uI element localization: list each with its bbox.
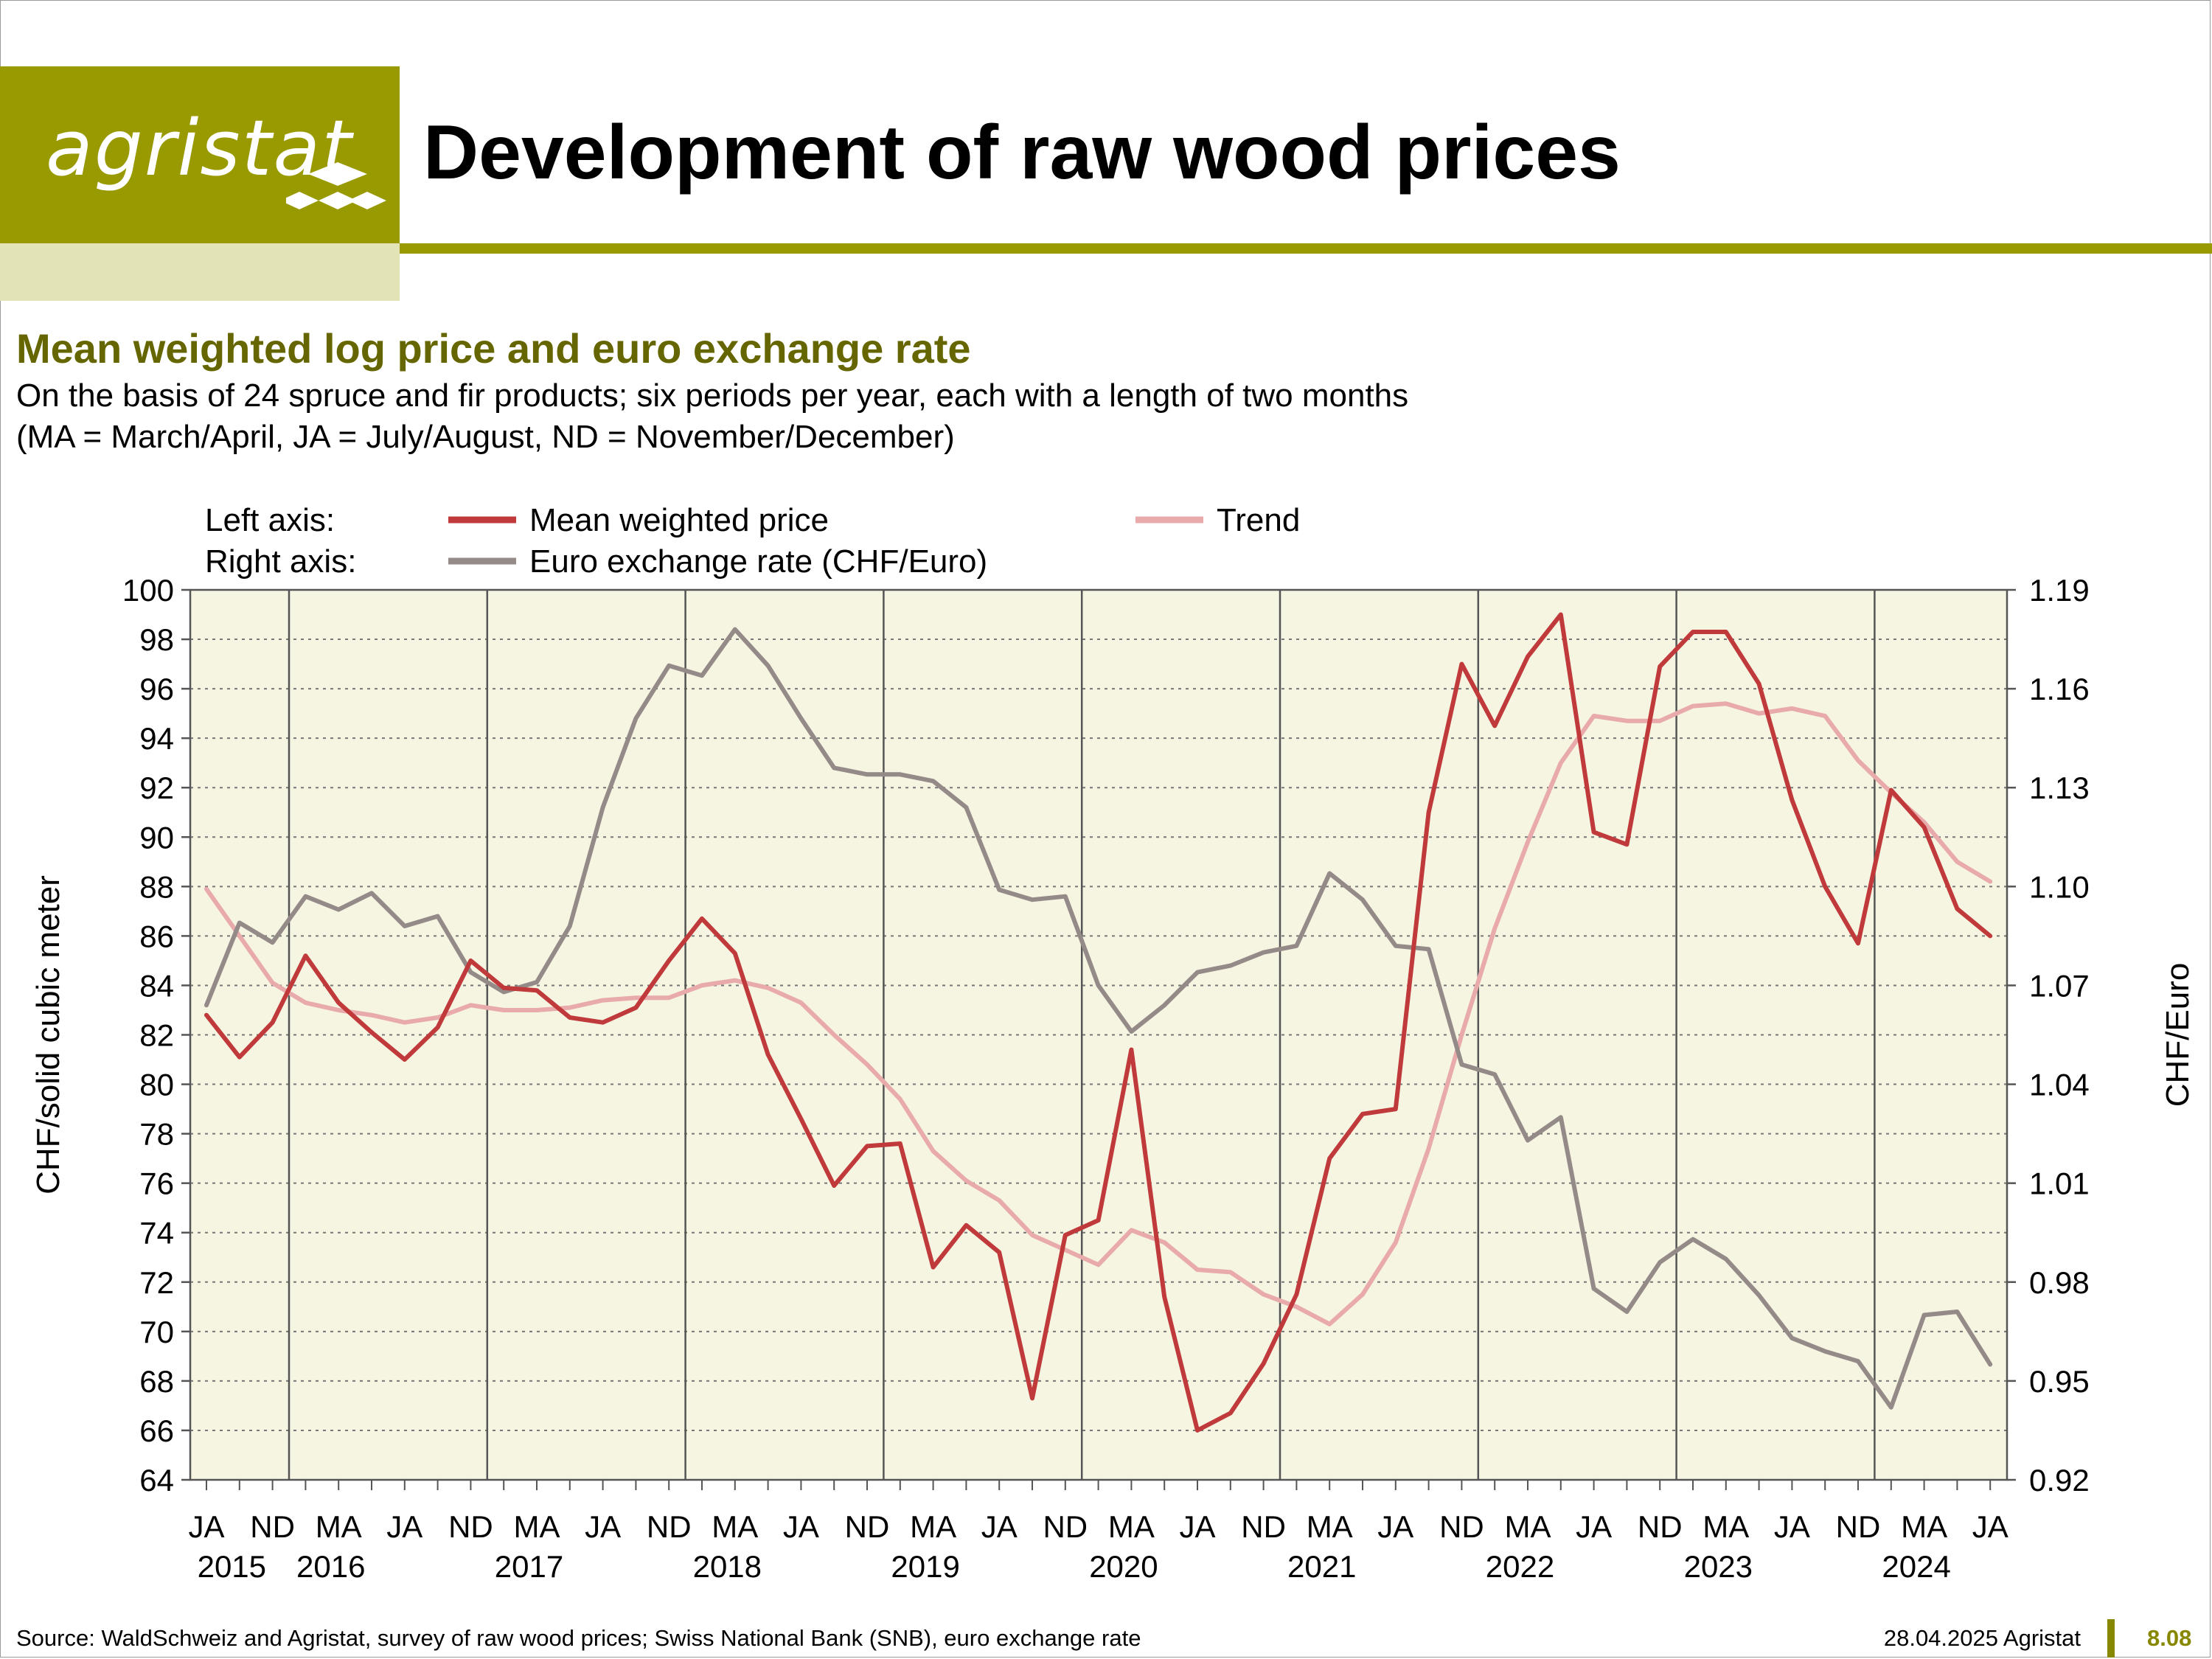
y-tick-label: 96 xyxy=(139,672,174,706)
x-year-label: 2021 xyxy=(1287,1549,1356,1584)
y2-tick-label: 1.07 xyxy=(2029,968,2090,1003)
agristat-logo xyxy=(0,66,400,243)
chart-subtitle: Mean weighted log price and euro exchang… xyxy=(16,325,971,372)
footer-date: 28.04.2025 Agristat xyxy=(1883,1625,2081,1651)
x-tick-label: JA xyxy=(783,1509,819,1544)
x-tick-label: MA xyxy=(1108,1509,1155,1544)
legend-left-axis-label: Left axis: xyxy=(205,502,335,538)
footer-divider xyxy=(2107,1619,2115,1658)
x-year-label: 2018 xyxy=(693,1549,762,1584)
legend-trend-label: Trend xyxy=(1217,502,1300,538)
y-tick-label: 86 xyxy=(139,919,174,953)
series-line-1 xyxy=(204,701,1993,1326)
x-tick-label: JA xyxy=(981,1509,1018,1544)
x-tick-label: ND xyxy=(1439,1509,1484,1544)
description-line-2: (MA = March/April, JA = July/August, ND … xyxy=(16,419,955,455)
x-tick-label: JA xyxy=(1576,1509,1612,1544)
x-year-label: 2022 xyxy=(1486,1549,1554,1584)
y-tick-label: 66 xyxy=(139,1413,174,1448)
x-tick-label: JA xyxy=(1377,1509,1413,1544)
y-tick-label: 74 xyxy=(139,1216,174,1251)
y2-tick-label: 0.98 xyxy=(2029,1265,2090,1300)
legend-euro-label: Euro exchange rate (CHF/Euro) xyxy=(529,543,987,580)
y-axis-title: CHF/solid cubic meter xyxy=(30,875,66,1194)
logo-accent-strip xyxy=(0,243,400,301)
y-tick-label: 64 xyxy=(139,1463,174,1498)
x-tick-label: MA xyxy=(1703,1509,1749,1544)
x-tick-label: JA xyxy=(386,1509,422,1544)
x-tick-label: ND xyxy=(1638,1509,1683,1544)
x-tick-label: JA xyxy=(585,1509,621,1544)
legend-right-axis-label: Right axis: xyxy=(205,543,356,580)
x-tick-label: ND xyxy=(1241,1509,1286,1544)
x-tick-label: ND xyxy=(845,1509,890,1544)
x-year-label: 2016 xyxy=(296,1549,365,1584)
y2-tick-label: 1.16 xyxy=(2029,672,2090,706)
x-tick-label: MA xyxy=(316,1509,362,1544)
y2-tick-label: 1.01 xyxy=(2029,1166,2090,1201)
x-tick-label: JA xyxy=(1774,1509,1810,1544)
y-tick-label: 98 xyxy=(139,622,174,657)
x-year-label: 2017 xyxy=(495,1549,563,1584)
x-tick-label: JA xyxy=(1972,1509,2008,1544)
y-tick-label: 70 xyxy=(139,1315,174,1349)
description-line-1: On the basis of 24 spruce and fir produc… xyxy=(16,378,1409,414)
y-tick-label: 92 xyxy=(139,771,174,805)
y-tick-label: 76 xyxy=(139,1166,174,1201)
logo-text: agristat xyxy=(46,103,353,193)
y-tick-label: 100 xyxy=(122,573,174,608)
y2-tick-label: 0.92 xyxy=(2029,1463,2090,1498)
y-tick-label: 94 xyxy=(139,721,174,756)
y2-tick-label: 1.10 xyxy=(2029,869,2090,904)
x-year-label: 2024 xyxy=(1882,1549,1950,1584)
y2-tick-label: 0.95 xyxy=(2029,1364,2090,1399)
y-tick-label: 72 xyxy=(139,1265,174,1300)
logo-diamond-icon xyxy=(286,162,386,209)
x-tick-label: MA xyxy=(910,1509,956,1544)
x-tick-label: MA xyxy=(1307,1509,1353,1544)
x-tick-label: ND xyxy=(647,1509,692,1544)
page-title: Development of raw wood prices xyxy=(423,110,1621,195)
x-tick-label: MA xyxy=(712,1509,758,1544)
x-tick-label: JA xyxy=(1179,1509,1215,1544)
y-tick-label: 90 xyxy=(139,820,174,855)
y-tick-label: 80 xyxy=(139,1068,174,1102)
x-year-label: 2020 xyxy=(1089,1549,1158,1584)
y2-tick-label: 1.04 xyxy=(2029,1068,2090,1102)
y-tick-label: 68 xyxy=(139,1364,174,1399)
x-tick-label: MA xyxy=(1901,1509,1947,1544)
y-tick-label: 82 xyxy=(139,1018,174,1053)
y-tick-label: 88 xyxy=(139,869,174,904)
series-line-0 xyxy=(204,612,1993,1433)
x-year-label: 2015 xyxy=(198,1549,266,1584)
y-tick-label: 84 xyxy=(139,968,174,1003)
y2-axis-title: CHF/Euro xyxy=(2160,963,2196,1107)
x-tick-label: MA xyxy=(1505,1509,1551,1544)
page-number: 8.08 xyxy=(2147,1625,2192,1651)
y-tick-label: 78 xyxy=(139,1117,174,1152)
x-tick-label: ND xyxy=(1043,1509,1088,1544)
x-tick-label: ND xyxy=(1836,1509,1881,1544)
title-rule xyxy=(400,243,2212,254)
source-note: Source: WaldSchweiz and Agristat, survey… xyxy=(16,1625,1141,1651)
series-line-2 xyxy=(204,627,1993,1410)
x-year-label: 2019 xyxy=(891,1549,959,1584)
x-tick-label: ND xyxy=(250,1509,295,1544)
x-tick-label: JA xyxy=(188,1509,224,1544)
x-year-label: 2023 xyxy=(1684,1549,1753,1584)
x-tick-label: ND xyxy=(448,1509,493,1544)
y2-tick-label: 1.19 xyxy=(2029,573,2090,608)
x-tick-label: MA xyxy=(514,1509,560,1544)
y2-tick-label: 1.13 xyxy=(2029,771,2090,805)
legend-price-label: Mean weighted price xyxy=(529,502,829,538)
price-chart: 64 66 68 70 72 74 76 78 80 82 84 86 88 90 92 94 96 98 100 0… xyxy=(30,502,2196,1584)
